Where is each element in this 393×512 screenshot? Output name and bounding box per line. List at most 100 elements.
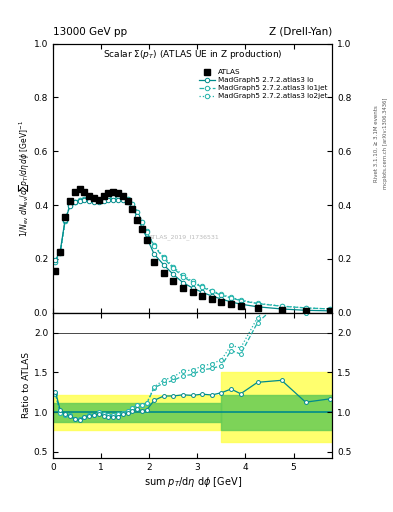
ATLAS (130, 206, 135, 212)
MadGraph5 2.7.2.atlas3 lo2jet (209, 288, 214, 294)
X-axis label: sum $p_T$/d$\eta$ d$\phi$ [GeV]: sum $p_T$/d$\eta$ d$\phi$ [GeV] (143, 475, 242, 489)
ATLAS (209, 296, 214, 302)
ATLAS (63, 214, 68, 220)
MadGraph5 2.7.2.atlas3 lo2jet (130, 201, 135, 207)
MadGraph5 2.7.2.atlas3 lo2jet (101, 196, 106, 202)
MadGraph5 2.7.2.atlas3 lo1jet (68, 202, 72, 208)
MadGraph5 2.7.2.atlas3 lo (106, 197, 111, 203)
Line: MadGraph5 2.7.2.atlas3 lo: MadGraph5 2.7.2.atlas3 lo (53, 198, 332, 313)
MadGraph5 2.7.2.atlas3 lo (303, 307, 308, 313)
MadGraph5 2.7.2.atlas3 lo1jet (72, 199, 77, 205)
MadGraph5 2.7.2.atlas3 lo1jet (140, 219, 144, 225)
MadGraph5 2.7.2.atlas3 lo (279, 306, 284, 312)
ATLAS (219, 298, 224, 305)
MadGraph5 2.7.2.atlas3 lo (82, 197, 87, 203)
MadGraph5 2.7.2.atlas3 lo1jet (209, 288, 214, 294)
MadGraph5 2.7.2.atlas3 lo (152, 251, 156, 257)
ATLAS (96, 197, 101, 203)
MadGraph5 2.7.2.atlas3 lo (68, 203, 72, 209)
MadGraph5 2.7.2.atlas3 lo (120, 197, 125, 203)
ATLAS (77, 186, 82, 192)
ATLAS (72, 188, 77, 195)
MadGraph5 2.7.2.atlas3 lo2jet (87, 197, 92, 203)
MadGraph5 2.7.2.atlas3 lo (181, 280, 185, 286)
MadGraph5 2.7.2.atlas3 lo2jet (200, 283, 204, 289)
MadGraph5 2.7.2.atlas3 lo2jet (92, 198, 96, 204)
MadGraph5 2.7.2.atlas3 lo1jet (190, 280, 195, 286)
MadGraph5 2.7.2.atlas3 lo (162, 262, 166, 268)
ATLAS (152, 259, 156, 265)
MadGraph5 2.7.2.atlas3 lo1jet (130, 201, 135, 207)
Text: mcplots.cern.ch [arXiv:1306.3436]: mcplots.cern.ch [arXiv:1306.3436] (383, 98, 387, 189)
Text: Scalar $\Sigma(p_T)$ (ATLAS UE in Z production): Scalar $\Sigma(p_T)$ (ATLAS UE in Z prod… (103, 48, 282, 60)
MadGraph5 2.7.2.atlas3 lo1jet (111, 194, 116, 200)
MadGraph5 2.7.2.atlas3 lo1jet (181, 273, 185, 280)
MadGraph5 2.7.2.atlas3 lo2jet (111, 194, 116, 200)
MadGraph5 2.7.2.atlas3 lo (53, 257, 58, 263)
MadGraph5 2.7.2.atlas3 lo2jet (140, 219, 144, 225)
MadGraph5 2.7.2.atlas3 lo1jet (279, 303, 284, 309)
ATLAS (171, 278, 176, 284)
MadGraph5 2.7.2.atlas3 lo (238, 301, 243, 307)
MadGraph5 2.7.2.atlas3 lo1jet (162, 255, 166, 262)
MadGraph5 2.7.2.atlas3 lo (77, 198, 82, 204)
MadGraph5 2.7.2.atlas3 lo1jet (120, 195, 125, 201)
MadGraph5 2.7.2.atlas3 lo (72, 199, 77, 205)
ATLAS (111, 189, 116, 196)
MadGraph5 2.7.2.atlas3 lo (116, 197, 120, 203)
ATLAS (82, 189, 87, 195)
MadGraph5 2.7.2.atlas3 lo1jet (92, 198, 96, 204)
MadGraph5 2.7.2.atlas3 lo2jet (162, 253, 166, 260)
MadGraph5 2.7.2.atlas3 lo (58, 248, 62, 254)
MadGraph5 2.7.2.atlas3 lo2jet (82, 196, 87, 202)
MadGraph5 2.7.2.atlas3 lo1jet (53, 259, 58, 265)
MadGraph5 2.7.2.atlas3 lo1jet (200, 284, 204, 290)
MadGraph5 2.7.2.atlas3 lo2jet (53, 259, 58, 265)
MadGraph5 2.7.2.atlas3 lo2jet (106, 195, 111, 201)
ATLAS (101, 193, 106, 199)
MadGraph5 2.7.2.atlas3 lo2jet (120, 195, 125, 201)
ATLAS (145, 237, 149, 243)
MadGraph5 2.7.2.atlas3 lo (327, 308, 332, 314)
MadGraph5 2.7.2.atlas3 lo2jet (171, 264, 176, 270)
MadGraph5 2.7.2.atlas3 lo2jet (152, 242, 156, 248)
MadGraph5 2.7.2.atlas3 lo1jet (58, 250, 62, 256)
Line: MadGraph5 2.7.2.atlas3 lo2jet: MadGraph5 2.7.2.atlas3 lo2jet (53, 194, 332, 311)
MadGraph5 2.7.2.atlas3 lo2jet (77, 197, 82, 203)
MadGraph5 2.7.2.atlas3 lo1jet (238, 297, 243, 304)
Y-axis label: Ratio to ATLAS: Ratio to ATLAS (22, 352, 31, 418)
ATLAS (116, 190, 120, 196)
ATLAS (92, 195, 96, 201)
MadGraph5 2.7.2.atlas3 lo1jet (63, 218, 68, 224)
ATLAS (327, 308, 332, 314)
ATLAS (120, 194, 125, 200)
MadGraph5 2.7.2.atlas3 lo1jet (145, 229, 149, 235)
ATLAS (229, 301, 233, 307)
MadGraph5 2.7.2.atlas3 lo2jet (255, 300, 260, 306)
MadGraph5 2.7.2.atlas3 lo1jet (87, 197, 92, 203)
MadGraph5 2.7.2.atlas3 lo (101, 198, 106, 204)
MadGraph5 2.7.2.atlas3 lo2jet (229, 294, 233, 301)
MadGraph5 2.7.2.atlas3 lo2jet (145, 228, 149, 234)
ATLAS (255, 305, 260, 311)
ATLAS (135, 217, 140, 223)
Text: 13000 GeV pp: 13000 GeV pp (53, 27, 127, 37)
MadGraph5 2.7.2.atlas3 lo1jet (327, 306, 332, 312)
ATLAS (238, 303, 243, 309)
MadGraph5 2.7.2.atlas3 lo (209, 293, 214, 299)
MadGraph5 2.7.2.atlas3 lo1jet (171, 265, 176, 271)
Line: ATLAS: ATLAS (53, 186, 332, 314)
ATLAS (162, 270, 166, 276)
MadGraph5 2.7.2.atlas3 lo2jet (72, 199, 77, 205)
MadGraph5 2.7.2.atlas3 lo (96, 199, 101, 205)
MadGraph5 2.7.2.atlas3 lo1jet (106, 195, 111, 201)
MadGraph5 2.7.2.atlas3 lo2jet (96, 197, 101, 203)
MadGraph5 2.7.2.atlas3 lo2jet (181, 272, 185, 278)
ATLAS (303, 308, 308, 314)
MadGraph5 2.7.2.atlas3 lo (87, 198, 92, 204)
MadGraph5 2.7.2.atlas3 lo (200, 289, 204, 295)
ATLAS (53, 268, 58, 274)
MadGraph5 2.7.2.atlas3 lo1jet (101, 196, 106, 202)
MadGraph5 2.7.2.atlas3 lo2jet (135, 209, 140, 215)
MadGraph5 2.7.2.atlas3 lo1jet (303, 305, 308, 311)
